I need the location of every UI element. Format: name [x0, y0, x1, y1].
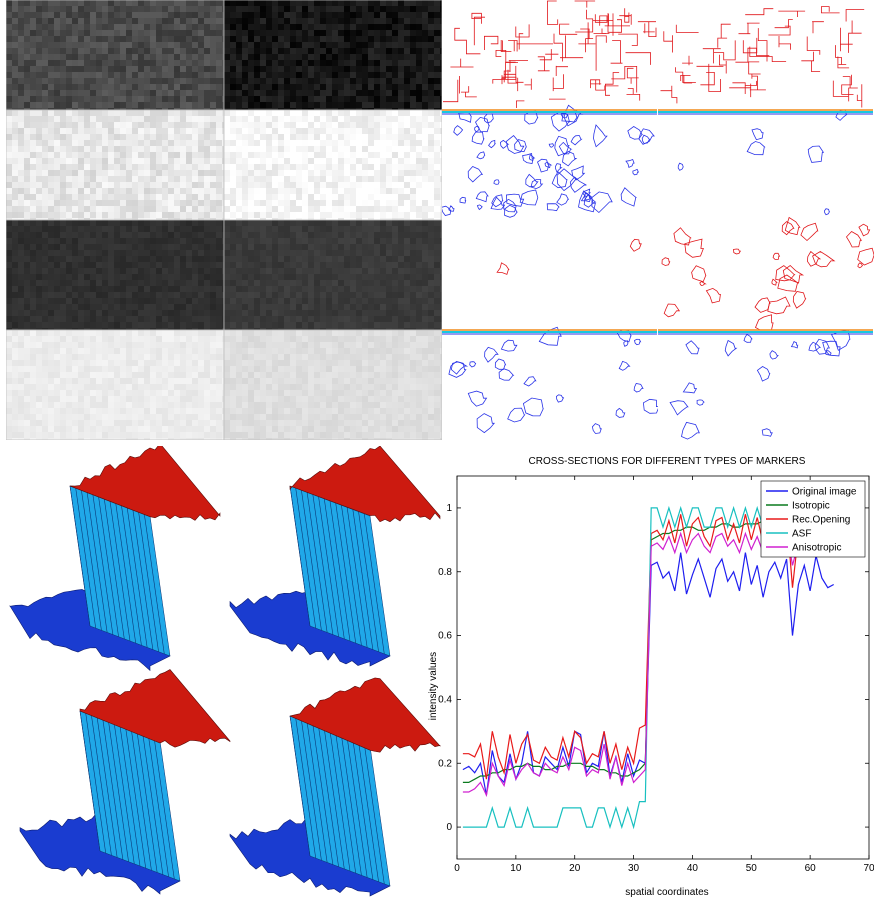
- chart-svg: CROSS-SECTIONS FOR DIFFERENT TYPES OF MA…: [428, 456, 874, 898]
- y-tick-label: 0: [446, 822, 452, 833]
- contour-image-grid: [442, 0, 874, 440]
- x-tick-label: 70: [863, 863, 874, 874]
- x-tick-label: 50: [746, 863, 758, 874]
- gray-panel-smooth-dark-a: [6, 219, 228, 334]
- y-axis-label: intensity values: [428, 652, 439, 720]
- contour-panel-2: [658, 0, 873, 110]
- y-tick-label: 0.4: [438, 694, 452, 705]
- surface-plot-1: [9, 446, 221, 672]
- legend-label: Anisotropic: [792, 543, 841, 554]
- gray-panel-smooth-light-a: [6, 329, 228, 440]
- y-tick-label: 0.2: [438, 758, 452, 769]
- x-tick-label: 10: [510, 863, 522, 874]
- surface-plot-4: [229, 677, 441, 897]
- contour-panels: [442, 0, 874, 440]
- chart-title: CROSS-SECTIONS FOR DIFFERENT TYPES OF MA…: [529, 456, 806, 467]
- gray-panel-noisy-light-b: [223, 109, 442, 224]
- grayscale-image-grid: [6, 0, 442, 440]
- x-tick-label: 40: [687, 863, 699, 874]
- legend-label: ASF: [792, 529, 811, 540]
- contour-panel-6: [658, 216, 874, 333]
- contour-panel-1: [442, 0, 657, 110]
- x-axis-label: spatial coordinates: [625, 887, 708, 898]
- contour-panel-4: [658, 109, 873, 220]
- legend-label: Isotropic: [792, 501, 830, 512]
- x-tick-label: 0: [454, 863, 460, 874]
- surface-plot-3: [19, 669, 231, 895]
- legend-label: Rec.Opening: [792, 515, 850, 526]
- gray-panel-noisy-dark-a: [6, 0, 228, 114]
- legend-label: Original image: [792, 487, 857, 498]
- y-tick-label: 0.6: [438, 631, 452, 642]
- cross-section-chart: CROSS-SECTIONS FOR DIFFERENT TYPES OF MA…: [420, 446, 874, 898]
- y-tick-label: 0.8: [438, 567, 452, 578]
- surface-plot-grid: [0, 446, 442, 898]
- gray-panel-noisy-dark-b: [223, 0, 442, 114]
- surface-plots: [9, 446, 441, 897]
- gray-panel-noisy-light-a: [6, 109, 228, 224]
- surface-plot-2: [229, 446, 441, 667]
- grayscale-panels: [6, 0, 442, 440]
- contour-panel-8: [658, 329, 873, 440]
- contour-panel-3: [442, 104, 657, 220]
- x-tick-label: 30: [628, 863, 640, 874]
- contour-panel-5: [442, 220, 657, 330]
- y-tick-label: 1: [446, 503, 452, 514]
- gray-panel-smooth-light-b: [223, 329, 442, 440]
- contour-panel-7: [442, 326, 660, 440]
- gray-panel-smooth-dark-b: [223, 219, 442, 334]
- legend: Original image Isotropic Rec.Opening ASF Ani…: [760, 480, 866, 558]
- x-tick-label: 20: [569, 863, 581, 874]
- x-tick-label: 60: [805, 863, 817, 874]
